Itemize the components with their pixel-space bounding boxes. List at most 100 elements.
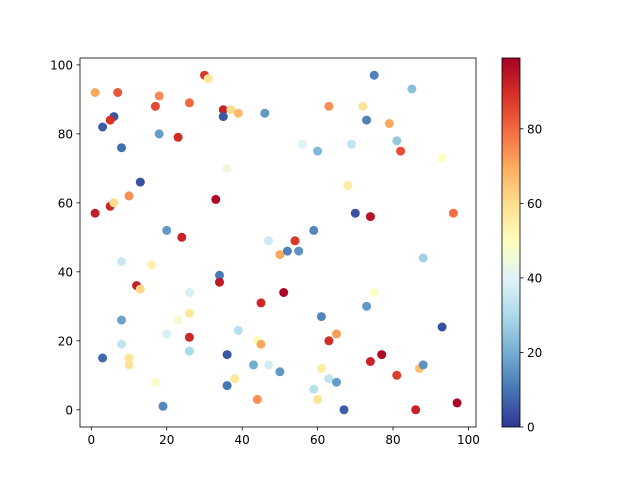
scatter-point <box>332 377 341 387</box>
scatter-point <box>411 405 421 415</box>
y-tick-label: 80 <box>58 127 73 141</box>
y-tick-label: 60 <box>58 196 73 210</box>
scatter-point <box>309 225 319 235</box>
colorbar-tick-label: 40 <box>527 271 542 285</box>
scatter-point <box>332 329 341 339</box>
scatter-point <box>392 136 402 146</box>
scatter-point <box>437 153 447 163</box>
scatter-point <box>256 298 266 308</box>
scatter-point <box>113 88 123 97</box>
scatter-point <box>90 88 100 97</box>
scatter-point <box>184 308 194 318</box>
scatter-point <box>396 146 406 156</box>
scatter-point <box>290 236 300 246</box>
scatter-point <box>154 91 164 101</box>
colorbar-axis: 0 20 40 60 80 <box>520 122 542 435</box>
scatter-point <box>173 132 183 142</box>
scatter-point <box>313 146 323 156</box>
scatter-point <box>215 270 224 280</box>
scatter-point <box>124 353 134 363</box>
scatter-point <box>154 129 164 139</box>
scatter-point <box>211 194 221 204</box>
scatter-point <box>98 122 108 132</box>
points-layer <box>90 70 462 415</box>
scatter-point <box>448 208 458 218</box>
scatter-point <box>173 315 183 325</box>
scatter-point <box>339 405 349 415</box>
scatter-point <box>117 143 126 153</box>
scatter-point <box>117 257 126 266</box>
scatter-point <box>452 398 462 408</box>
scatter-point <box>184 346 194 356</box>
x-tick-label: 60 <box>310 433 325 447</box>
y-axis: 0 20 40 60 80 100 <box>50 58 80 417</box>
x-tick-label: 0 <box>87 433 95 447</box>
scatter-point <box>369 70 379 80</box>
scatter-point <box>347 139 356 149</box>
scatter-point <box>117 315 126 325</box>
scatter-point <box>418 360 428 370</box>
scatter-point <box>313 394 323 404</box>
scatter-point <box>365 357 375 366</box>
scatter-point <box>162 329 172 339</box>
scatter-point <box>350 208 360 218</box>
scatter-point <box>215 277 224 287</box>
scatter-point <box>358 101 368 111</box>
scatter-point <box>150 377 160 387</box>
colorbar-tick-label: 20 <box>527 346 542 360</box>
scatter-point <box>324 101 334 111</box>
scatter-point <box>233 108 243 118</box>
scatter-point <box>369 288 379 297</box>
colorbar <box>501 57 521 428</box>
scatter-point <box>184 288 194 297</box>
scatter-point <box>109 198 119 208</box>
x-tick-label: 40 <box>235 433 250 447</box>
colorbar-tick-label: 60 <box>527 197 542 211</box>
scatter-point <box>218 112 228 122</box>
scatter-point <box>362 115 372 125</box>
scatter-point <box>316 363 326 373</box>
x-tick-label: 20 <box>159 433 174 447</box>
x-tick-label: 100 <box>457 433 480 447</box>
scatter-point <box>230 374 240 384</box>
plot-area-frame <box>79 57 477 428</box>
scatter-point <box>249 360 258 370</box>
scatter-point <box>184 98 194 108</box>
scatter-point <box>218 105 228 115</box>
scatter-point <box>203 74 213 84</box>
scatter-point <box>392 370 402 380</box>
scatter-point <box>150 101 160 111</box>
y-tick-label: 40 <box>58 265 73 279</box>
scatter-point <box>260 108 270 118</box>
scatter-point <box>324 336 334 346</box>
scatter-point <box>309 384 319 394</box>
colorbar-tick-label: 80 <box>527 122 542 136</box>
scatter-point <box>105 115 115 125</box>
scatter-point <box>294 246 304 256</box>
scatter-point <box>264 360 274 370</box>
scatter-point <box>275 367 285 377</box>
scatter-point <box>418 253 428 263</box>
scatter-point <box>90 208 100 218</box>
scatter-point <box>117 339 126 349</box>
scatter-point <box>147 260 157 270</box>
scatter-point <box>377 350 387 360</box>
scatter-point <box>222 381 232 391</box>
scatter-point <box>298 139 307 149</box>
scatter-point <box>437 322 447 332</box>
scatter-point <box>343 181 353 191</box>
scatter-point <box>135 284 145 294</box>
scatter-point <box>158 401 168 411</box>
scatter-point <box>124 191 134 201</box>
y-tick-label: 100 <box>50 58 73 72</box>
scatter-point <box>135 177 145 187</box>
scatter-point <box>407 84 417 94</box>
scatter-point <box>177 232 187 242</box>
scatter-point <box>222 350 232 360</box>
scatter-point <box>324 374 334 384</box>
scatter-point <box>282 246 292 256</box>
x-axis: 0 20 40 60 80 100 <box>87 427 480 447</box>
scatter-point <box>184 332 194 342</box>
scatter-point <box>226 105 236 115</box>
